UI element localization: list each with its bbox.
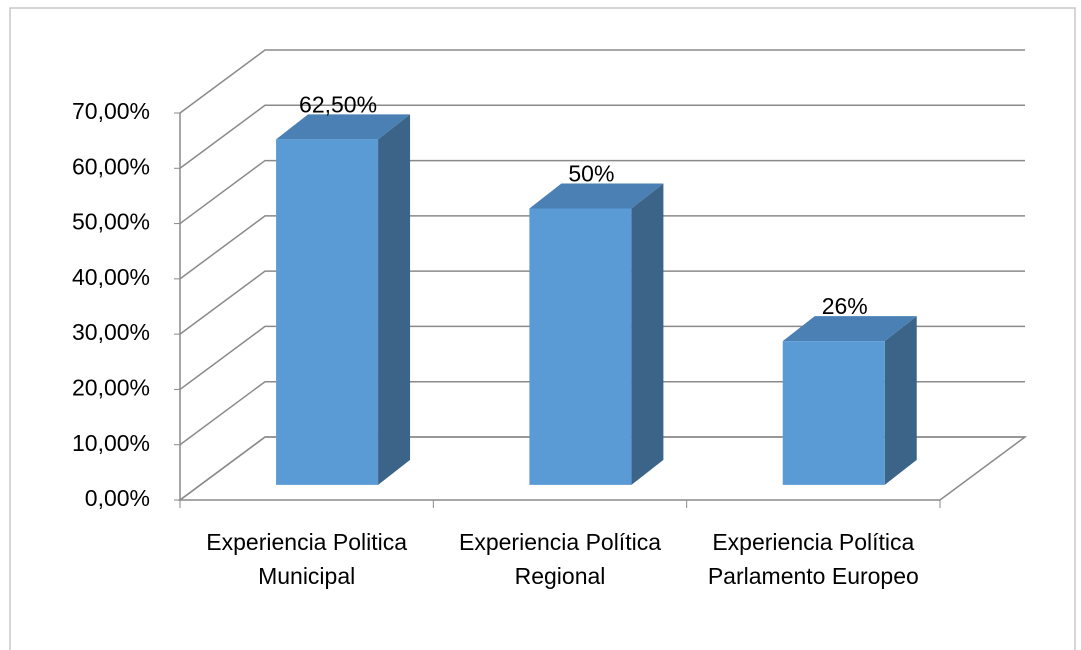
y-tick-label: 50,00% <box>72 209 150 235</box>
bar <box>529 208 632 485</box>
bar-side <box>378 114 411 485</box>
grid-line <box>179 49 1025 114</box>
grid-line <box>179 159 1025 225</box>
bar-top <box>782 316 917 342</box>
grid-line <box>179 325 1025 391</box>
y-tick-label: 60,00% <box>72 153 150 179</box>
chart-border <box>9 7 1076 650</box>
x-tick-label: Experiencia Política Regional <box>459 529 661 589</box>
data-label: 62,50% <box>299 91 377 117</box>
y-tick-label: 40,00% <box>72 264 150 290</box>
y-tick-label: 10,00% <box>72 430 150 456</box>
y-tick-label: 70,00% <box>72 98 150 124</box>
bar <box>782 341 885 485</box>
x-tick-label: Experiencia Politica Municipal <box>206 529 408 589</box>
bar-top <box>276 114 411 140</box>
y-tick-label: 20,00% <box>72 375 150 401</box>
grid-line <box>179 270 1025 335</box>
bar <box>276 139 379 485</box>
grid-line <box>179 215 1025 280</box>
grid-line <box>179 436 1025 501</box>
y-tick-label: 0,00% <box>85 485 150 511</box>
bar-top <box>529 183 664 209</box>
grid-line <box>179 104 1025 169</box>
bar-side <box>884 316 917 485</box>
grid-line <box>179 380 1025 446</box>
bar-side <box>631 183 664 485</box>
data-label: 26% <box>822 293 868 319</box>
data-label: 50% <box>568 161 614 187</box>
x-tick-label: Experiencia Política Parlamento Europeo <box>707 529 919 589</box>
y-tick-label: 30,00% <box>72 319 150 345</box>
